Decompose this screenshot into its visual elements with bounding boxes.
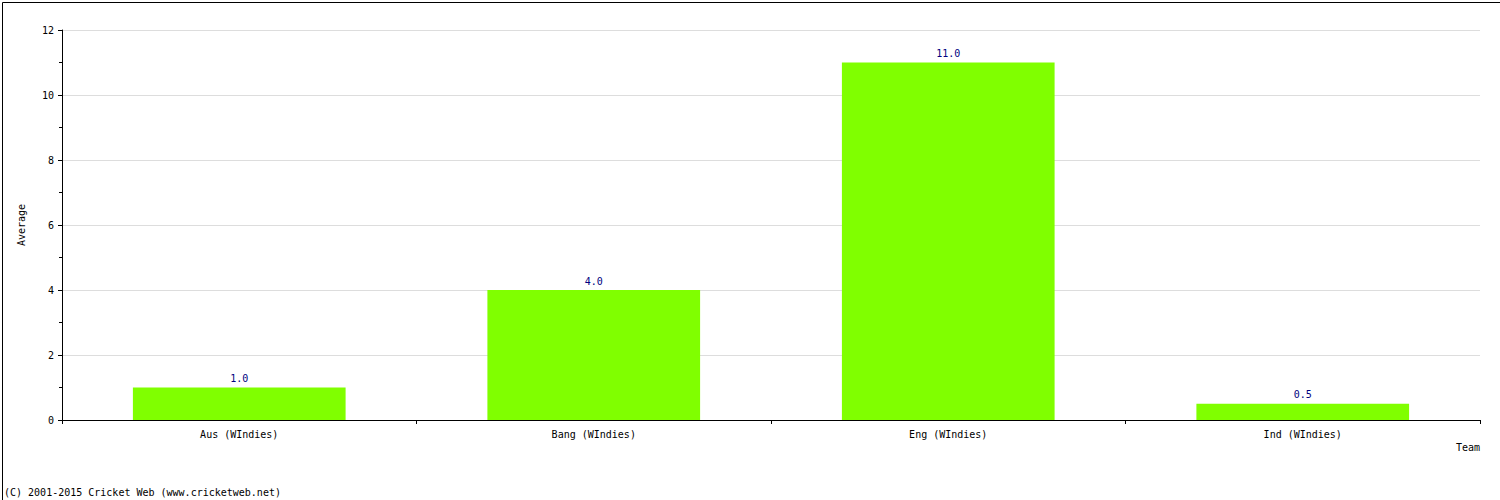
svg-text:11.0: 11.0: [936, 48, 960, 59]
svg-text:Aus (WIndies): Aus (WIndies): [200, 429, 278, 440]
svg-text:Ind (WIndies): Ind (WIndies): [1264, 429, 1342, 440]
svg-text:4: 4: [48, 285, 54, 296]
svg-text:12: 12: [42, 25, 54, 36]
svg-text:Bang (WIndies): Bang (WIndies): [552, 429, 636, 440]
svg-text:Eng (WIndies): Eng (WIndies): [909, 429, 987, 440]
svg-text:0: 0: [48, 415, 54, 426]
svg-text:6: 6: [48, 220, 54, 231]
svg-text:Average: Average: [16, 204, 27, 246]
svg-text:(C) 2001-2015 Cricket Web (www: (C) 2001-2015 Cricket Web (www.cricketwe…: [4, 487, 281, 498]
svg-text:4.0: 4.0: [585, 276, 603, 287]
svg-text:8: 8: [48, 155, 54, 166]
svg-text:0.5: 0.5: [1294, 389, 1312, 400]
svg-text:1.0: 1.0: [230, 373, 248, 384]
svg-text:2: 2: [48, 350, 54, 361]
svg-text:10: 10: [42, 90, 54, 101]
svg-text:Team: Team: [1456, 442, 1480, 453]
